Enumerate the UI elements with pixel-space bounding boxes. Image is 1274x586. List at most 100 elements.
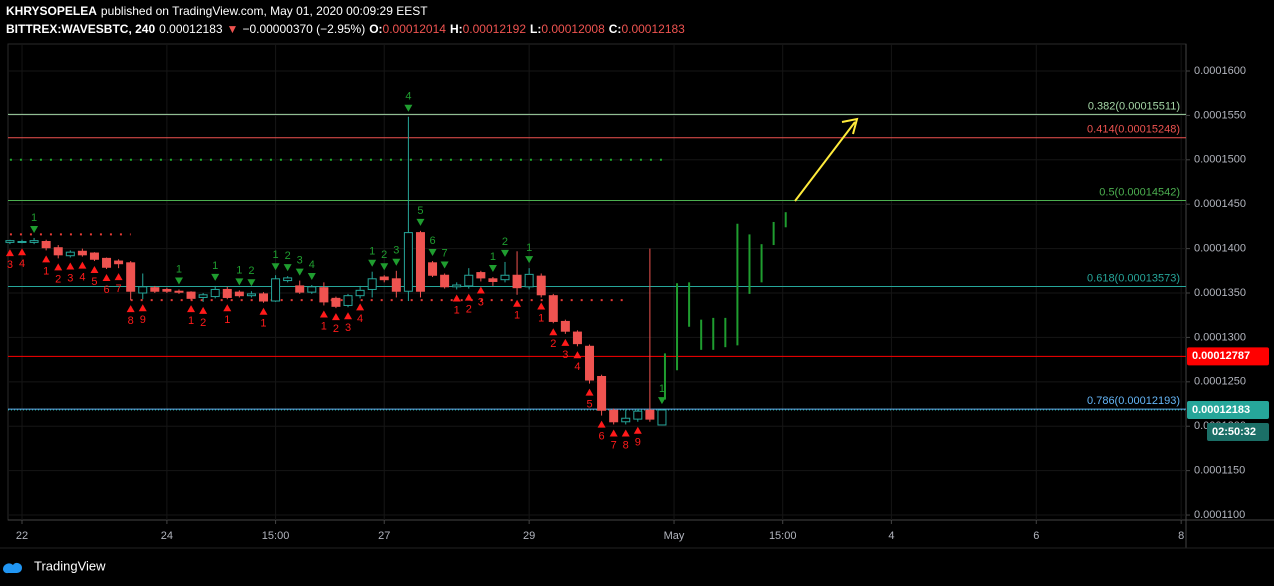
candle-body: [162, 288, 172, 292]
y-tick-label: 0.0001300: [1194, 331, 1246, 343]
td-count: 1: [454, 304, 460, 316]
td-count: 6: [103, 284, 109, 296]
td-triangle: [356, 303, 365, 311]
price-box-label: 0.00012787: [1192, 350, 1250, 362]
td-triangle: [5, 249, 14, 257]
td-triangle: [319, 310, 328, 318]
td-triangle: [404, 104, 413, 112]
plot-layer: 0.00011000.00011500.00012000.00012500.00…: [5, 44, 1269, 542]
td-count: 3: [67, 272, 73, 284]
td-triangle: [621, 429, 630, 437]
candle-body: [367, 278, 377, 290]
countdown: 02:50:32: [1212, 426, 1256, 438]
candle-body: [53, 247, 63, 256]
published: published on TradingView.com, May 01, 20…: [101, 4, 428, 18]
td-count: 2: [550, 338, 556, 350]
logo-icon: [2, 563, 23, 574]
arrow-head: [841, 117, 859, 135]
td-count: 2: [200, 317, 206, 329]
candle-body: [102, 257, 112, 268]
td-triangle: [271, 263, 280, 271]
x-tick-label: 24: [161, 530, 173, 542]
td-triangle: [114, 273, 123, 281]
td-count: 1: [224, 314, 230, 326]
td-count: 2: [333, 323, 339, 335]
td-count: 6: [599, 430, 605, 442]
td-count: 2: [466, 303, 472, 315]
candle-body: [428, 262, 438, 276]
td-triangle: [199, 306, 208, 314]
x-tick-label: 8: [1178, 530, 1184, 542]
candle-body: [464, 274, 474, 287]
y-tick-label: 0.0001600: [1194, 65, 1246, 77]
price-box: [1187, 400, 1269, 419]
close-label: C:: [609, 22, 622, 36]
td-count: 3: [393, 245, 399, 257]
candle-body: [198, 294, 208, 298]
td-count: 5: [586, 399, 592, 411]
td-count: 3: [562, 349, 568, 361]
candle-body: [355, 289, 365, 297]
open-value: 0.00012014: [383, 22, 447, 36]
countdown-box: [1207, 422, 1269, 441]
y-tick-label: 0.0001550: [1194, 109, 1246, 121]
x-tick-label: 27: [378, 530, 390, 542]
open-label: O:: [369, 22, 382, 36]
td-count: 3: [478, 296, 484, 308]
td-count: 1: [43, 265, 49, 277]
y-tick-label: 0.0001250: [1194, 376, 1246, 388]
td-triangle: [513, 299, 522, 307]
candle-body: [174, 290, 184, 293]
candle-body: [258, 293, 268, 302]
trend-arrow: [794, 117, 859, 202]
td-count: 4: [574, 361, 580, 373]
td-triangle: [476, 286, 485, 294]
td-triangle: [416, 218, 425, 226]
candle-body: [512, 274, 522, 289]
candle-body: [488, 278, 498, 282]
td-count: 6: [429, 235, 435, 247]
fib-label: 0.382(0.00015511): [1088, 100, 1180, 112]
candle-body: [391, 278, 401, 292]
price-box-label: 0.00012183: [1192, 404, 1250, 416]
candle-body: [524, 273, 534, 288]
td-count: 5: [91, 276, 97, 288]
td-triangle: [428, 249, 437, 257]
close-value: 0.00012183: [621, 22, 685, 36]
candle-body: [403, 232, 413, 292]
td-count: 9: [140, 314, 146, 326]
td-triangle: [573, 351, 582, 359]
change-arrow: ▼: [227, 22, 239, 36]
td-triangle: [18, 248, 27, 256]
td-triangle: [549, 328, 558, 336]
td-count: 2: [285, 250, 291, 262]
td-count: 1: [526, 242, 532, 254]
header-line-2: BITTREX:WAVESBTC, 240 0.00012183 ▼ −0.00000…: [6, 22, 685, 36]
td-triangle: [66, 262, 75, 270]
td-count: 3: [7, 259, 13, 271]
candle-body: [307, 286, 317, 293]
y-tick-label: 0.0001350: [1194, 287, 1246, 299]
change: −0.00000370 (−2.95%): [242, 22, 365, 36]
td-count: 1: [176, 263, 182, 275]
candle-body: [343, 295, 353, 306]
candle-body: [645, 409, 655, 420]
candle-body: [114, 260, 124, 265]
td-triangle: [283, 264, 292, 272]
candle-body: [633, 410, 643, 420]
last-price: 0.00012183: [159, 22, 223, 36]
candle-body: [234, 291, 244, 297]
fib-label: 0.414(0.00015248): [1087, 124, 1180, 136]
low-value: 0.00012008: [541, 22, 605, 36]
y-tick-label: 0.0001150: [1194, 465, 1245, 477]
td-triangle: [500, 249, 509, 257]
candle-body: [415, 232, 425, 292]
td-triangle: [609, 429, 618, 437]
candle-body: [150, 287, 160, 292]
candle-body: [17, 241, 27, 244]
candle-body: [500, 274, 510, 281]
candle-body: [5, 240, 15, 243]
author: KHRYSOPELEA: [6, 4, 97, 18]
